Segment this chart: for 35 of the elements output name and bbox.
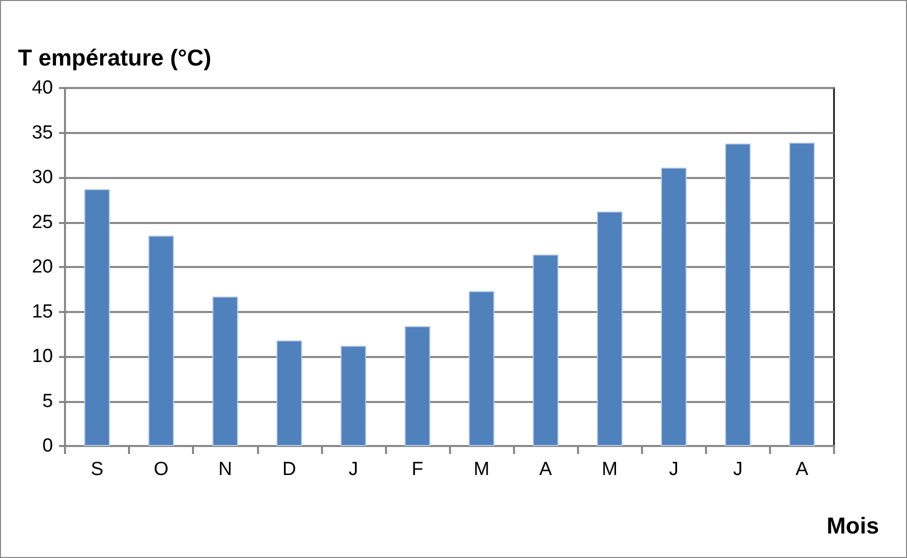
bar — [468, 291, 494, 446]
x-tick-label: A — [539, 459, 552, 480]
bar — [725, 143, 751, 446]
bar — [212, 296, 238, 446]
bar — [404, 326, 430, 446]
y-axis-title: T empérature (°C) — [18, 44, 212, 70]
bar — [276, 340, 302, 446]
x-tick-label: J — [669, 459, 679, 480]
bar — [340, 346, 366, 446]
y-tick-label: 35 — [32, 122, 53, 144]
x-tick-label: M — [602, 459, 618, 480]
x-tick-label: M — [474, 459, 490, 480]
x-tick-label: N — [218, 459, 232, 480]
bar — [84, 189, 110, 446]
x-tick-label: O — [154, 459, 169, 480]
y-tick-label: 10 — [32, 346, 53, 367]
x-tick-label: D — [282, 459, 296, 480]
bar — [789, 142, 815, 446]
y-tick-label: 25 — [32, 212, 53, 233]
y-tick-label: 30 — [32, 167, 53, 188]
x-tick-label: J — [348, 459, 358, 480]
y-tick-label: 15 — [32, 301, 53, 322]
bar — [660, 168, 687, 446]
bar — [148, 236, 174, 446]
x-tick-label: S — [90, 459, 104, 480]
y-tick-label: 40 — [32, 78, 53, 98]
x-tick-label: F — [412, 459, 424, 480]
bar — [596, 212, 623, 446]
y-tick-label: 5 — [42, 390, 53, 412]
x-tick-label: J — [733, 459, 743, 480]
x-tick-label: A — [796, 459, 809, 480]
x-axis-title: Mois — [826, 512, 879, 538]
y-tick-label: 20 — [32, 256, 53, 278]
y-tick-label: 0 — [42, 436, 53, 456]
bar — [532, 254, 558, 446]
